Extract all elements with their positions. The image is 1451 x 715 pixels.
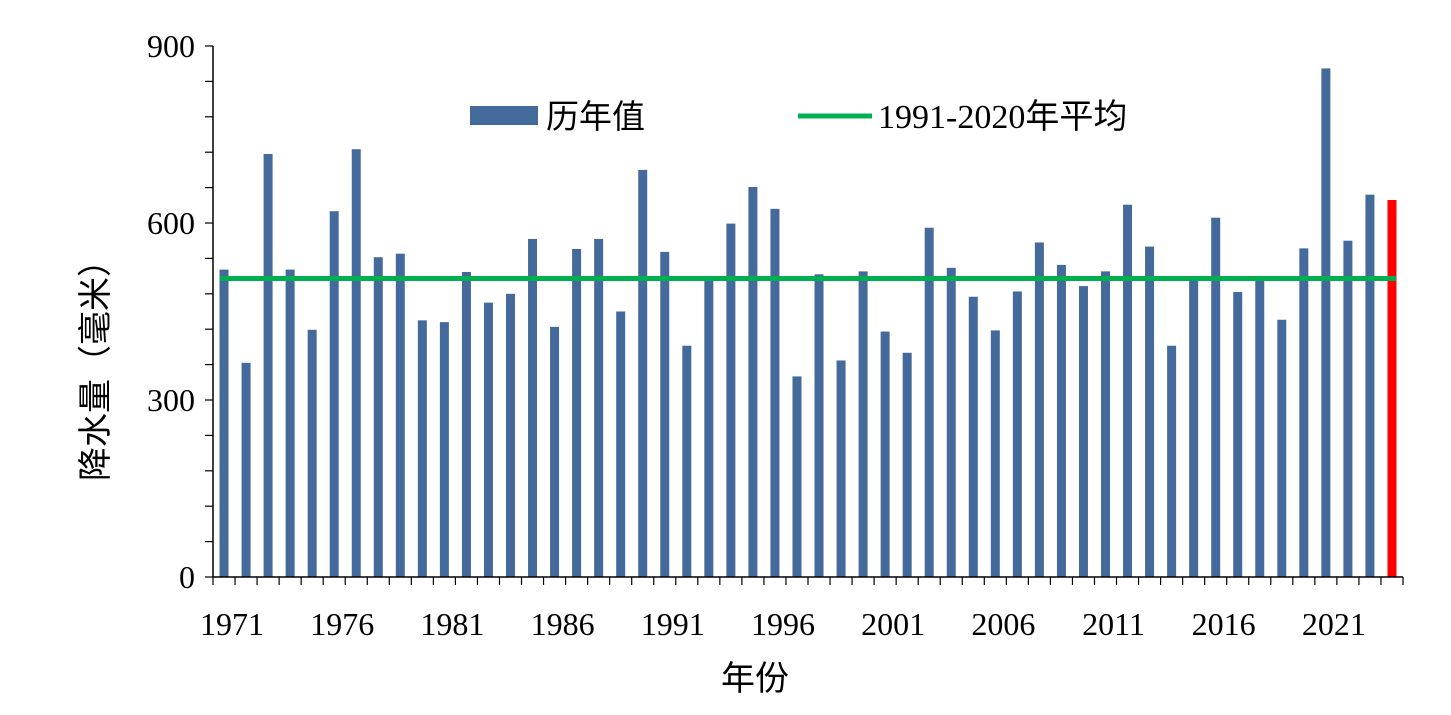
bar-1983 [483,302,493,577]
bar-2006 [990,330,1000,577]
y-tick-label: 600 [147,205,195,241]
bar-2012 [1123,204,1133,577]
x-tick-label: 1971 [200,606,264,642]
bar-1982 [461,271,471,577]
x-tick-label: 1986 [531,606,595,642]
bar-2007 [1012,291,1022,577]
bar-1985 [528,238,538,577]
bar-1990 [638,169,648,577]
bar-2011 [1101,271,1110,577]
legend-bar-swatch [470,106,538,125]
bar-1992 [682,345,692,577]
bar-1972 [241,362,251,577]
bar-1986 [550,326,560,577]
x-tick-label: 1976 [310,606,374,642]
bar-2005 [968,296,978,577]
x-tick-label: 1981 [420,606,484,642]
bar-1991 [660,251,670,577]
bar-1997 [792,376,802,577]
bar-2004 [946,267,956,577]
bar-1988 [594,238,604,577]
bar-1971 [219,269,229,577]
bar-1989 [616,311,626,577]
bar-2022 [1343,240,1353,577]
bar-1980 [417,320,427,577]
bar-2021 [1321,68,1331,578]
bar-1984 [506,293,515,577]
bar-1998 [814,274,824,577]
bar-2014 [1167,345,1177,577]
legend-bar-label: 历年值 [546,97,645,136]
x-tick-label: 2011 [1082,606,1145,642]
y-tick-label: 300 [147,382,195,418]
x-tick-label: 1996 [751,606,815,642]
bar-1993 [704,277,714,577]
x-tick-label: 2021 [1302,606,1366,642]
y-tick-label: 0 [179,559,195,595]
x-tick-label: 1991 [641,606,705,642]
bar-1978 [373,257,383,577]
bar-2024 [1387,199,1397,578]
axes-group [205,45,1404,585]
y-tick-label: 900 [147,28,195,64]
bar-2010 [1078,286,1088,577]
bar-2002 [902,352,912,577]
y-axis-title: 降水量（毫米） [76,243,116,481]
bar-2003 [924,227,934,577]
bar-1987 [572,248,582,577]
bar-2009 [1056,264,1066,577]
bar-2023 [1365,194,1375,577]
x-tick-label: 2001 [861,606,925,642]
bar-2000 [858,271,868,577]
bar-1996 [770,208,780,577]
bar-2008 [1034,242,1044,577]
bar-1981 [439,322,449,577]
bar-1974 [285,269,295,577]
bar-2016 [1211,217,1221,577]
bar-2017 [1233,292,1243,577]
legend-line-label: 1991-2020年平均 [878,98,1127,136]
bar-group [219,68,1397,578]
bar-1999 [836,360,846,577]
bar-1977 [351,149,361,577]
bar-1995 [748,187,758,577]
bar-2020 [1299,248,1309,577]
x-tick-label: 2006 [971,606,1035,642]
x-tick-label: 2016 [1192,606,1256,642]
bar-2019 [1277,319,1287,577]
tick-label-group: 0 300 600 900 1971 1976 1981 1986 1991 1996 2001 20… [147,28,1366,642]
bar-2001 [880,331,890,577]
bar-1994 [726,223,736,577]
bar-1979 [395,253,405,577]
x-axis-title: 年份 [721,659,789,699]
bar-2015 [1189,277,1199,577]
bar-1973 [263,153,273,577]
bar-2018 [1255,279,1265,577]
legend: 历年值 1991-2020年平均 [470,97,1127,136]
bar-2013 [1145,246,1155,577]
bar-1975 [307,329,317,577]
bar-1976 [329,211,339,577]
